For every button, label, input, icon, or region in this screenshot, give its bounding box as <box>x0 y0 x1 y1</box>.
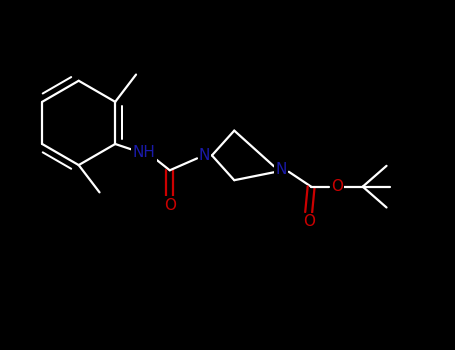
Text: N: N <box>199 148 210 163</box>
Text: O: O <box>331 179 343 194</box>
Text: O: O <box>303 214 315 229</box>
Text: NH: NH <box>132 146 156 160</box>
Text: O: O <box>164 197 176 212</box>
Text: N: N <box>276 162 287 177</box>
